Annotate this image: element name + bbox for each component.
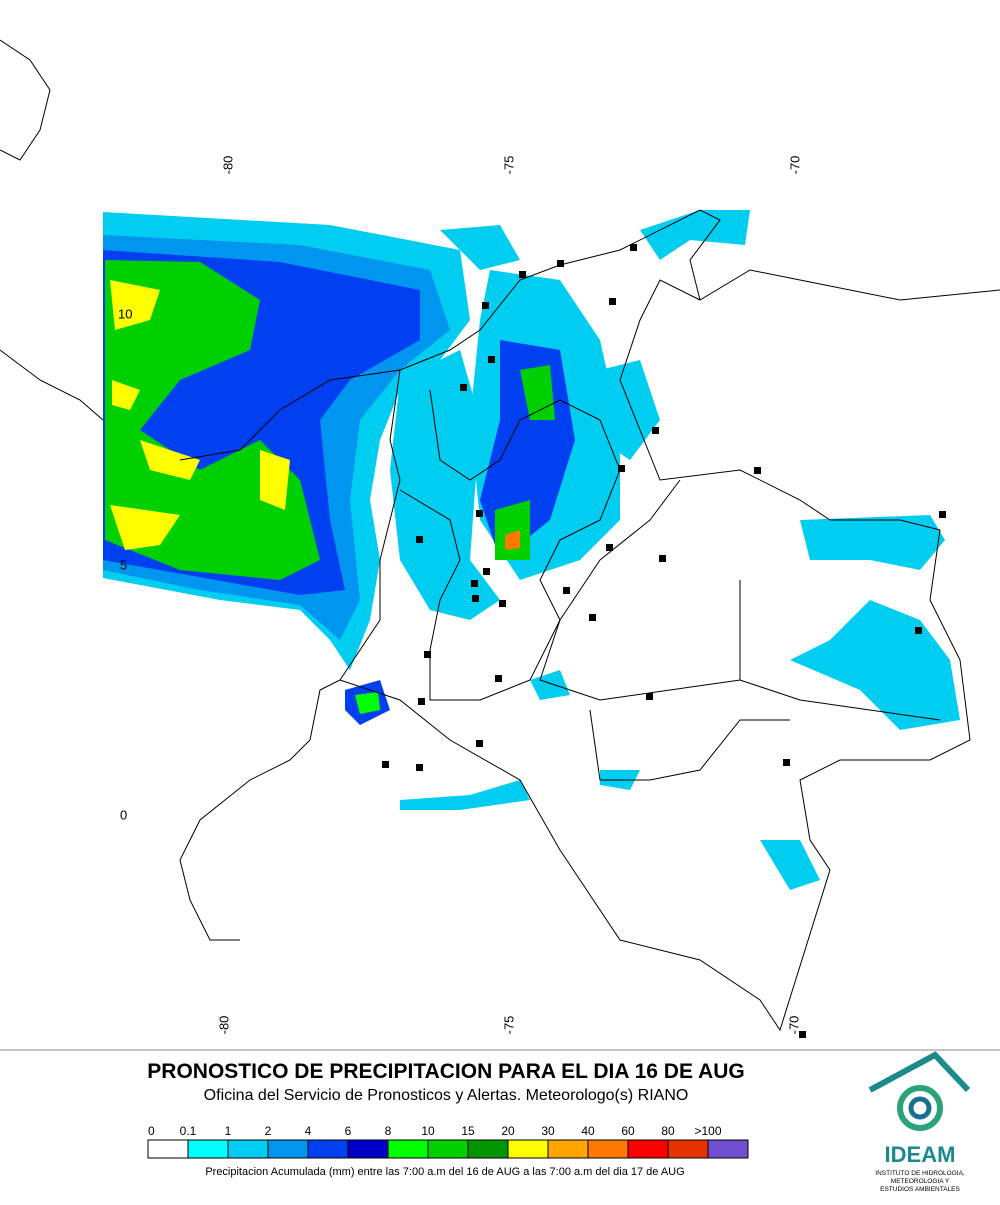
legend: 0 0.1 1 2 4 6 8 10 15 20 30 40 60 80 >100	[147, 1124, 749, 1159]
legend-swatch	[187, 1139, 229, 1159]
lat-label: 0	[120, 807, 127, 822]
legend-label: 6	[345, 1124, 352, 1138]
lon-label: -70	[786, 1016, 801, 1035]
legend-swatch	[267, 1139, 309, 1159]
legend-swatch	[147, 1139, 189, 1159]
logo: IDEAM INSTITUTO DE HIDROLOGIA, METEOROLO…	[868, 1051, 971, 1193]
legend-label: 40	[581, 1124, 595, 1138]
logo-line: METEOROLOGIA Y	[891, 1178, 950, 1185]
legend-caption: Precipitacion Acumulada (mm) entre las 7…	[205, 1166, 684, 1178]
grid-labels: -80 -75 -70 -80 -75 -70 10 5 0	[118, 156, 802, 1035]
border	[339, 279, 971, 1032]
coastline	[179, 369, 401, 941]
lon-label: -80	[216, 1016, 231, 1035]
lat-label: 5	[120, 557, 127, 572]
logo-swirl	[908, 1096, 932, 1120]
map: -80 -75 -70 -80 -75 -70 10 5 0	[0, 39, 1000, 1051]
lon-label: -70	[787, 156, 802, 175]
logo-line: ESTUDIOS AMBIENTALES	[880, 1186, 960, 1193]
lat-label: 10	[118, 306, 132, 321]
legend-label: 0.1	[180, 1124, 197, 1138]
legend-label: 2	[265, 1124, 272, 1138]
legend-swatch	[467, 1139, 509, 1159]
legend-swatch	[427, 1139, 469, 1159]
legend-swatch	[707, 1139, 749, 1159]
lon-label: -80	[220, 156, 235, 175]
precip-core	[505, 530, 520, 550]
legend-label: 4	[305, 1124, 312, 1138]
legend-swatch	[307, 1139, 349, 1159]
logo-name: IDEAM	[885, 1142, 956, 1167]
legend-swatch	[627, 1139, 669, 1159]
legend-swatch	[587, 1139, 629, 1159]
coastline	[0, 39, 51, 161]
legend-swatch	[667, 1139, 709, 1159]
legend-label: 8	[385, 1124, 392, 1138]
logo-swirl	[897, 1085, 943, 1131]
legend-label: 10	[421, 1124, 435, 1138]
legend-swatch	[387, 1139, 429, 1159]
coastline	[0, 349, 104, 421]
border	[399, 479, 681, 701]
precip-area	[400, 515, 960, 890]
lon-label: -75	[501, 1016, 516, 1035]
title: PRONOSTICO DE PRECIPITACION PARA EL DIA …	[147, 1060, 744, 1083]
stations	[382, 244, 946, 1038]
precip-area	[495, 365, 555, 560]
precip-area	[440, 210, 750, 460]
legend-swatch	[347, 1139, 389, 1159]
precip-area	[355, 692, 380, 714]
legend-label: 15	[461, 1124, 475, 1138]
border	[589, 580, 790, 781]
legend-swatch	[547, 1139, 589, 1159]
legend-swatch	[227, 1139, 269, 1159]
coastline	[179, 209, 1000, 461]
legend-label: 80	[661, 1124, 675, 1138]
logo-line: INSTITUTO DE HIDROLOGIA,	[875, 1170, 965, 1177]
subtitle: Oficina del Servicio de Pronosticos y Al…	[204, 1087, 689, 1104]
legend-label: 30	[541, 1124, 555, 1138]
precip-core	[110, 280, 290, 550]
legend-label: 0	[148, 1124, 155, 1138]
legend-swatch	[507, 1139, 549, 1159]
legend-label: 20	[501, 1124, 515, 1138]
legend-label: >100	[694, 1124, 721, 1138]
lon-label: -75	[501, 156, 516, 175]
legend-label: 60	[621, 1124, 635, 1138]
legend-label: 1	[225, 1124, 232, 1138]
logo-roof	[868, 1051, 971, 1093]
